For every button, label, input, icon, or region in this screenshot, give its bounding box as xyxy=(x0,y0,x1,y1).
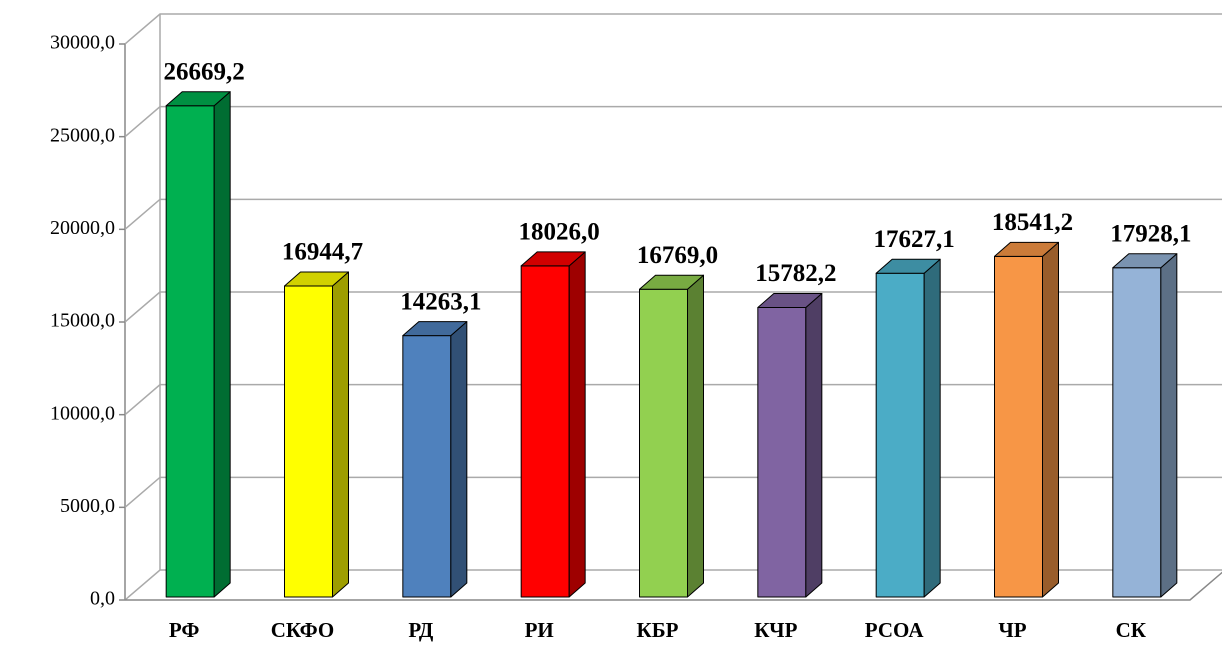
bar-side xyxy=(805,293,823,598)
grid-line xyxy=(124,13,1222,45)
bar xyxy=(639,274,704,598)
grid-line xyxy=(124,198,1222,230)
value-label: 14263,1 xyxy=(400,288,481,315)
value-label: 16769,0 xyxy=(637,242,718,269)
bar-side xyxy=(213,91,231,598)
x-tick-label: СКФО xyxy=(271,618,334,642)
grid-line xyxy=(124,383,1222,416)
x-tick-label: РСОА xyxy=(865,618,925,642)
bar-top xyxy=(757,293,823,309)
bar-top xyxy=(1112,253,1178,269)
bar-top xyxy=(402,321,468,337)
bar-top xyxy=(520,251,586,267)
x-tick-label: РД xyxy=(408,618,434,642)
y-tick-label: 30000,0 xyxy=(50,32,115,54)
bar xyxy=(1112,253,1178,598)
bar-front xyxy=(994,255,1043,598)
bar xyxy=(165,91,231,598)
y-tick-label: 0,0 xyxy=(90,588,115,610)
grid-line xyxy=(124,105,1222,138)
y-tick-label: 15000,0 xyxy=(50,310,115,332)
bar-front xyxy=(1112,267,1162,598)
bar-side xyxy=(568,251,586,598)
x-tick-label: РИ xyxy=(525,618,554,642)
bar-side xyxy=(450,321,468,598)
bar-front xyxy=(757,307,807,598)
bar-top xyxy=(284,271,349,287)
bar-top xyxy=(994,241,1059,257)
x-tick-label: СК xyxy=(1116,618,1147,642)
bar xyxy=(994,241,1059,598)
bar xyxy=(875,258,941,598)
value-label: 15782,2 xyxy=(755,260,836,287)
bar xyxy=(520,251,586,598)
x-tick-label: ЧР xyxy=(998,618,1026,642)
bar xyxy=(284,271,349,598)
value-label: 17627,1 xyxy=(874,226,955,253)
y-tick-label: 25000,0 xyxy=(50,124,115,146)
bar-top xyxy=(165,91,231,107)
y-tick-label: 10000,0 xyxy=(50,402,115,424)
bar-front xyxy=(639,288,688,598)
floor-line xyxy=(125,571,1222,601)
bar-side xyxy=(332,271,349,598)
bar-front xyxy=(875,272,925,598)
bar-front xyxy=(284,285,333,598)
bar-top xyxy=(639,274,704,290)
grid-line xyxy=(124,476,1222,508)
grid-line xyxy=(124,569,1222,601)
value-label: 16944,7 xyxy=(282,239,363,266)
value-label: 18541,2 xyxy=(992,209,1073,236)
bar xyxy=(757,293,823,598)
x-tick-label: РФ xyxy=(169,618,200,642)
bar-front xyxy=(165,105,215,598)
value-label: 17928,1 xyxy=(1110,220,1191,247)
grid-line xyxy=(124,291,1222,323)
bar xyxy=(402,321,468,598)
bar-top xyxy=(875,258,941,274)
bar-front xyxy=(520,265,570,598)
bar-side xyxy=(687,274,704,598)
value-label: 26669,2 xyxy=(164,58,245,85)
bar-side xyxy=(923,258,941,598)
value-label: 18026,0 xyxy=(519,219,600,246)
bar-side xyxy=(1160,253,1178,598)
y-tick-label: 5000,0 xyxy=(60,495,115,517)
x-tick-label: КБР xyxy=(637,618,679,642)
bar-side xyxy=(1042,241,1059,598)
x-tick-label: КЧР xyxy=(754,618,797,642)
bar-front xyxy=(402,335,452,598)
y-tick-label: 20000,0 xyxy=(50,217,115,239)
